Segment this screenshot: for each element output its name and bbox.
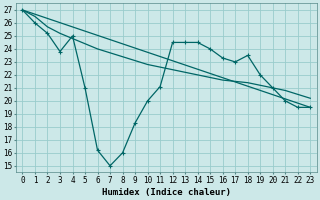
X-axis label: Humidex (Indice chaleur): Humidex (Indice chaleur) (102, 188, 231, 197)
